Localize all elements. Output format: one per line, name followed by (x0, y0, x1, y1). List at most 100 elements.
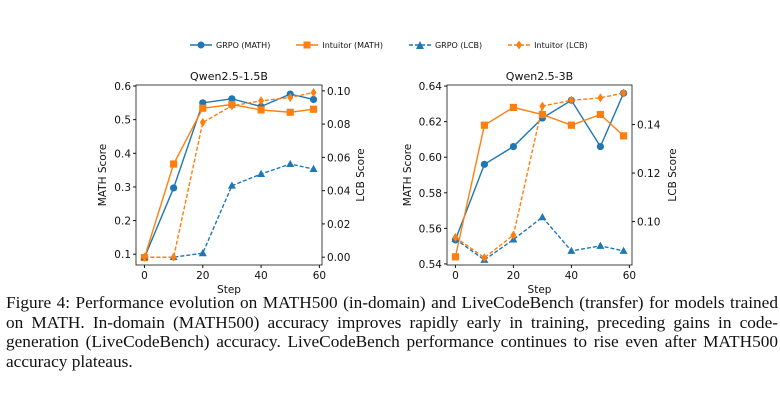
series-grpo-lcb- (451, 213, 628, 263)
y2-tick-label: 0.06 (327, 152, 351, 164)
x-tick-label: 60 (623, 270, 636, 282)
y2-tick-label: 0.04 (327, 186, 351, 198)
legend-marker-intuitor-math (296, 41, 319, 49)
data-point (198, 248, 207, 257)
data-point (258, 96, 265, 106)
legend: GRPO (MATH) Intuitor (MATH) GRPO (LCB) I… (190, 40, 588, 50)
series-line (455, 216, 624, 261)
x-tick-label: 0 (141, 270, 148, 282)
y-tick-label: 0.3 (114, 182, 131, 194)
legend-marker-grpo-math (190, 41, 212, 49)
data-point (170, 160, 178, 168)
y-tick-label: 0.62 (419, 117, 442, 129)
y2-axis-label: LCB Score (355, 148, 367, 201)
data-point (228, 95, 236, 103)
x-axis-label: Step (528, 284, 552, 295)
series-intuitor-math- (451, 103, 628, 261)
data-point (567, 121, 575, 129)
data-point (567, 246, 576, 254)
legend-label: Intuitor (MATH) (322, 40, 383, 50)
data-point (510, 230, 517, 240)
data-point (481, 253, 488, 263)
y2-tick-label: 0.12 (637, 168, 660, 180)
legend-label: Intuitor (LCB) (534, 40, 588, 50)
series-line (143, 103, 314, 258)
legend-item: Intuitor (MATH) (296, 40, 383, 50)
data-point (620, 88, 627, 98)
data-point (452, 232, 459, 242)
y2-tick-label: 0.10 (327, 86, 350, 98)
series-grpo-math- (140, 90, 318, 262)
y-tick-label: 0.54 (419, 259, 443, 271)
y-axis-label: MATH Score (97, 144, 109, 206)
series-intuitor-math- (140, 100, 318, 262)
y2-tick-label: 0.00 (327, 252, 350, 264)
data-point (509, 142, 518, 151)
data-point (597, 93, 604, 103)
legend-label: GRPO (MATH) (216, 40, 271, 50)
chart-1: Qwen2.5-3B 0 20 40 60 0.54 0.56 0.58 0.60 0.62 0.6… (402, 70, 679, 295)
data-point (480, 160, 489, 168)
y2-axis-label: LCB Score (667, 148, 679, 201)
y-tick-label: 0.60 (419, 152, 442, 164)
y-tick-label: 0.2 (114, 216, 131, 228)
x-tick-label: 20 (196, 270, 209, 282)
data-point (257, 169, 266, 178)
y-axis-label: MATH Score (402, 144, 414, 206)
figure: Qwen2.5-1.5B 0 20 40 60 0.1 0.2 0.3 0.4 0.5 0.6 0.0… (97, 70, 679, 295)
data-point (309, 95, 318, 104)
y-tick-label: 0.1 (114, 249, 131, 261)
data-point (257, 106, 265, 114)
data-point (286, 108, 294, 116)
series-grpo-lcb- (140, 159, 318, 261)
data-point (568, 95, 575, 105)
series-intuitor-lcb- (452, 88, 627, 263)
y2-tick-label: 0.08 (327, 119, 350, 131)
x-tick-label: 40 (565, 270, 578, 282)
data-point (310, 87, 317, 97)
y-tick-label: 0.58 (419, 188, 442, 200)
data-point (199, 117, 206, 127)
y-tick-label: 0.6 (114, 81, 131, 93)
data-point (509, 103, 518, 112)
chart-0: Qwen2.5-1.5B 0 20 40 60 0.1 0.2 0.3 0.4 0.5 0.6 0.0… (97, 70, 367, 295)
data-point (538, 110, 546, 119)
x-tick-label: 20 (507, 270, 520, 282)
data-point (287, 92, 294, 102)
data-point (596, 110, 604, 119)
y-tick-label: 0.56 (419, 223, 443, 235)
series-line (454, 106, 625, 257)
data-point (227, 181, 236, 189)
chart-title: Qwen2.5-3B (506, 70, 573, 83)
y-tick-label: 0.5 (114, 115, 131, 127)
data-point (619, 132, 628, 140)
legend-marker-intuitor-lcb (508, 40, 531, 50)
x-axis-label: Step (217, 284, 241, 295)
legend-label: GRPO (LCB) (434, 40, 483, 50)
y-tick-label: 0.4 (114, 148, 131, 160)
legend-item: Intuitor (LCB) (508, 40, 588, 50)
data-point (286, 159, 295, 168)
data-point (141, 252, 148, 262)
data-point (199, 104, 207, 112)
y-tick-label: 0.64 (419, 81, 443, 93)
x-tick-label: 40 (254, 270, 267, 282)
legend-item: GRPO (MATH) (190, 40, 270, 50)
data-point (596, 241, 605, 249)
y2-tick-label: 0.14 (637, 120, 661, 132)
data-point (538, 213, 547, 221)
x-tick-label: 0 (452, 270, 459, 282)
data-point (170, 252, 177, 262)
figure-caption: Figure 4: Performance evolution on MATH5… (6, 293, 778, 371)
axes-frame (446, 84, 633, 266)
data-point (228, 101, 235, 111)
series-intuitor-lcb- (141, 87, 317, 262)
data-point (596, 142, 604, 151)
chart-title: Qwen2.5-1.5B (190, 70, 268, 83)
axes-frame (135, 84, 323, 266)
legend-marker-grpo-lcb (408, 41, 431, 49)
x-tick-label: 60 (313, 270, 326, 282)
data-point (619, 246, 628, 254)
data-point (480, 121, 489, 129)
data-point (309, 164, 318, 173)
